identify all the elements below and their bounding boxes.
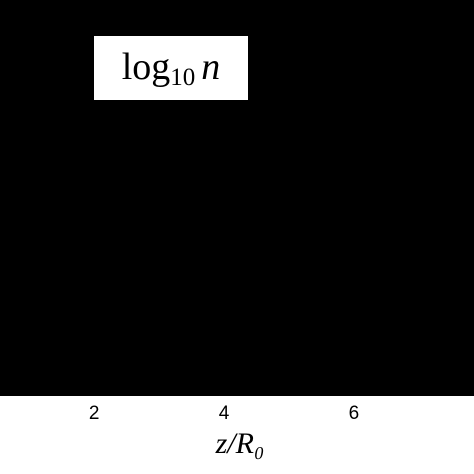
x-axis-label: z/R₀ — [215, 427, 265, 460]
annotation-function: log — [122, 46, 171, 88]
x-tick-label: 2 — [89, 403, 100, 424]
annotation-box: log10 n — [94, 36, 248, 100]
annotation-background — [94, 36, 248, 100]
annotation-base: 10 — [170, 64, 195, 91]
annotation: log10 n — [122, 46, 221, 91]
annotation-variable: n — [201, 46, 220, 88]
x-tick-label: 6 — [349, 403, 360, 424]
x-tick-label: 4 — [219, 403, 230, 424]
